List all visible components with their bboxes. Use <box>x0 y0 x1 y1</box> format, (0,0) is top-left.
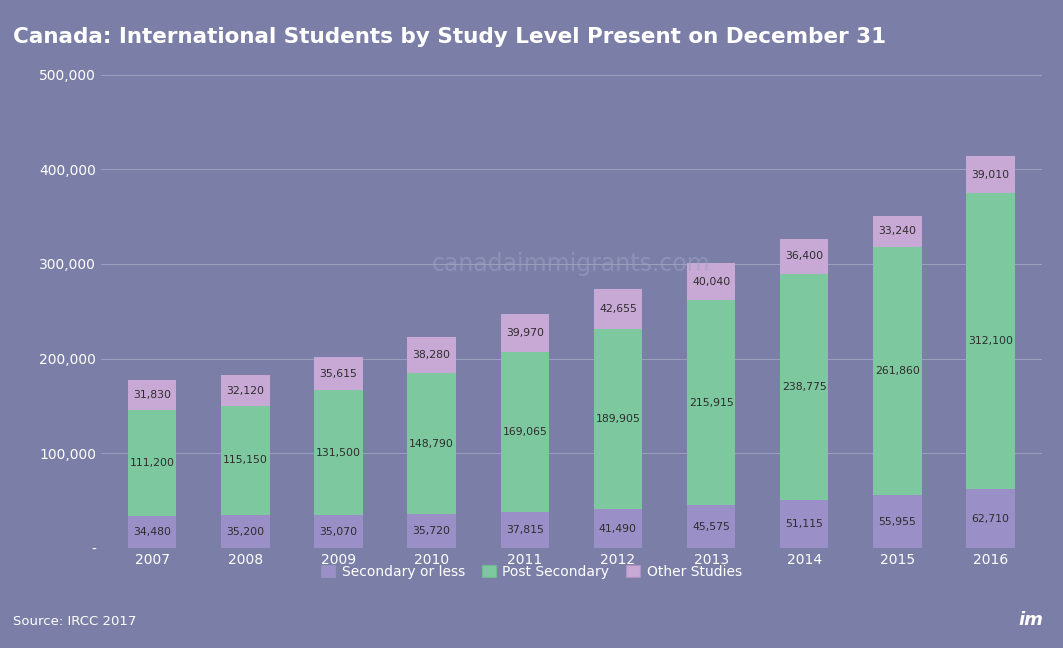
Bar <box>966 489 1015 548</box>
Bar <box>315 356 362 390</box>
Text: 38,280: 38,280 <box>412 351 451 360</box>
Text: 115,150: 115,150 <box>223 456 268 465</box>
Text: 45,575: 45,575 <box>692 522 730 531</box>
Bar <box>407 373 456 515</box>
Text: 261,860: 261,860 <box>875 366 919 376</box>
Text: canadaimmigrants.com: canadaimmigrants.com <box>432 252 711 276</box>
Text: 238,775: 238,775 <box>782 382 827 391</box>
Bar <box>128 380 176 410</box>
Text: 62,710: 62,710 <box>972 513 1010 524</box>
Bar <box>501 353 549 513</box>
Text: 169,065: 169,065 <box>503 427 547 437</box>
Bar <box>594 329 642 509</box>
Bar <box>407 337 456 373</box>
Bar <box>780 239 828 273</box>
Text: 312,100: 312,100 <box>968 336 1013 346</box>
Text: 35,070: 35,070 <box>320 527 357 537</box>
Text: 111,200: 111,200 <box>130 458 174 468</box>
Bar <box>315 390 362 515</box>
Bar <box>221 406 270 515</box>
Text: 33,240: 33,240 <box>878 226 916 237</box>
Text: 36,400: 36,400 <box>786 251 823 261</box>
Text: 42,655: 42,655 <box>598 304 637 314</box>
Text: 37,815: 37,815 <box>506 526 544 535</box>
Bar <box>501 513 549 548</box>
Bar <box>687 301 736 505</box>
Bar <box>594 288 642 329</box>
Bar <box>966 193 1015 489</box>
Text: Canada: International Students by Study Level Present on December 31: Canada: International Students by Study … <box>13 27 885 47</box>
Text: 215,915: 215,915 <box>689 398 733 408</box>
Text: 31,830: 31,830 <box>133 390 171 400</box>
Bar <box>221 375 270 406</box>
Text: 35,720: 35,720 <box>412 526 451 537</box>
Bar <box>780 500 828 548</box>
Bar <box>780 273 828 500</box>
Text: 189,905: 189,905 <box>595 414 640 424</box>
Text: 55,955: 55,955 <box>878 516 916 527</box>
Bar <box>873 216 922 247</box>
Text: 41,490: 41,490 <box>598 524 637 533</box>
Text: 51,115: 51,115 <box>786 519 823 529</box>
Text: 35,615: 35,615 <box>320 369 357 378</box>
Bar <box>315 515 362 548</box>
Text: 39,970: 39,970 <box>506 329 544 338</box>
Bar <box>128 516 176 548</box>
Bar <box>966 156 1015 193</box>
Bar <box>501 314 549 353</box>
Bar <box>687 262 736 301</box>
Text: 148,790: 148,790 <box>409 439 454 449</box>
Text: Source: IRCC 2017: Source: IRCC 2017 <box>13 615 136 628</box>
Text: 32,120: 32,120 <box>226 386 265 395</box>
Legend: Secondary or less, Post Secondary, Other Studies: Secondary or less, Post Secondary, Other… <box>316 559 747 584</box>
Text: 40,040: 40,040 <box>692 277 730 286</box>
Text: 39,010: 39,010 <box>972 170 1010 179</box>
Bar <box>873 495 922 548</box>
Bar <box>594 509 642 548</box>
Text: 34,480: 34,480 <box>133 527 171 537</box>
Bar <box>687 505 736 548</box>
Bar <box>407 515 456 548</box>
Text: im: im <box>1018 612 1043 629</box>
Bar <box>221 515 270 548</box>
Text: 131,500: 131,500 <box>316 448 361 457</box>
Bar <box>873 247 922 495</box>
Text: 35,200: 35,200 <box>226 527 265 537</box>
Bar <box>128 410 176 516</box>
